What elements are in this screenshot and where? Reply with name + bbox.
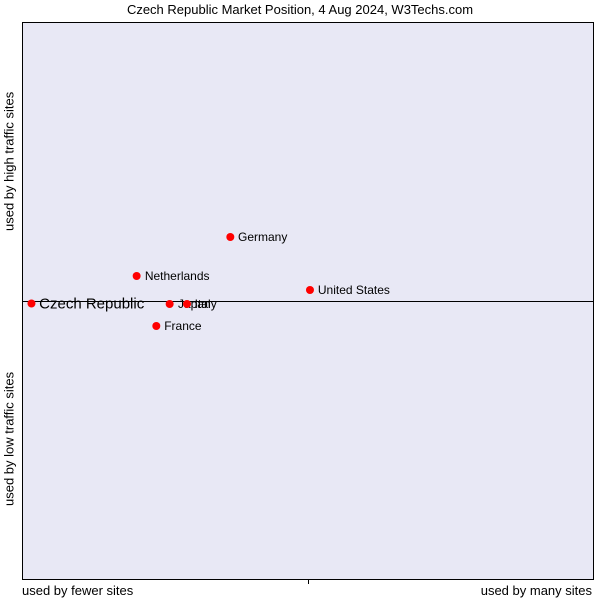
point-label: Czech Republic bbox=[39, 295, 144, 312]
point-label: Netherlands bbox=[145, 269, 210, 283]
plot-area: Germany Netherlands United States Czech Rep… bbox=[22, 22, 594, 580]
data-point: Germany bbox=[226, 230, 287, 244]
marker-dot bbox=[306, 286, 314, 294]
point-label: Germany bbox=[238, 230, 287, 244]
data-point: France bbox=[152, 319, 201, 333]
market-position-chart: Czech Republic Market Position, 4 Aug 20… bbox=[0, 0, 600, 600]
axis-tick-bottom-center bbox=[308, 579, 309, 584]
point-label: United States bbox=[318, 283, 390, 297]
marker-dot bbox=[226, 233, 234, 241]
chart-title: Czech Republic Market Position, 4 Aug 20… bbox=[0, 2, 600, 17]
y-axis-label-top: used by high traffic sites bbox=[0, 22, 18, 300]
data-point: Netherlands bbox=[133, 269, 210, 283]
x-axis-label-left: used by fewer sites bbox=[22, 583, 133, 598]
marker-dot bbox=[27, 300, 35, 308]
marker-dot bbox=[133, 272, 141, 280]
data-point: United States bbox=[306, 283, 390, 297]
data-point: Czech Republic bbox=[27, 295, 144, 312]
marker-dot bbox=[166, 300, 174, 308]
marker-dot bbox=[152, 322, 160, 330]
data-point: Italy bbox=[183, 297, 217, 311]
x-axis-label-right: used by many sites bbox=[481, 583, 592, 598]
point-label: France bbox=[164, 319, 201, 333]
marker-dot bbox=[183, 300, 191, 308]
y-axis-label-bottom: used by low traffic sites bbox=[0, 300, 18, 578]
point-label: Italy bbox=[195, 297, 217, 311]
